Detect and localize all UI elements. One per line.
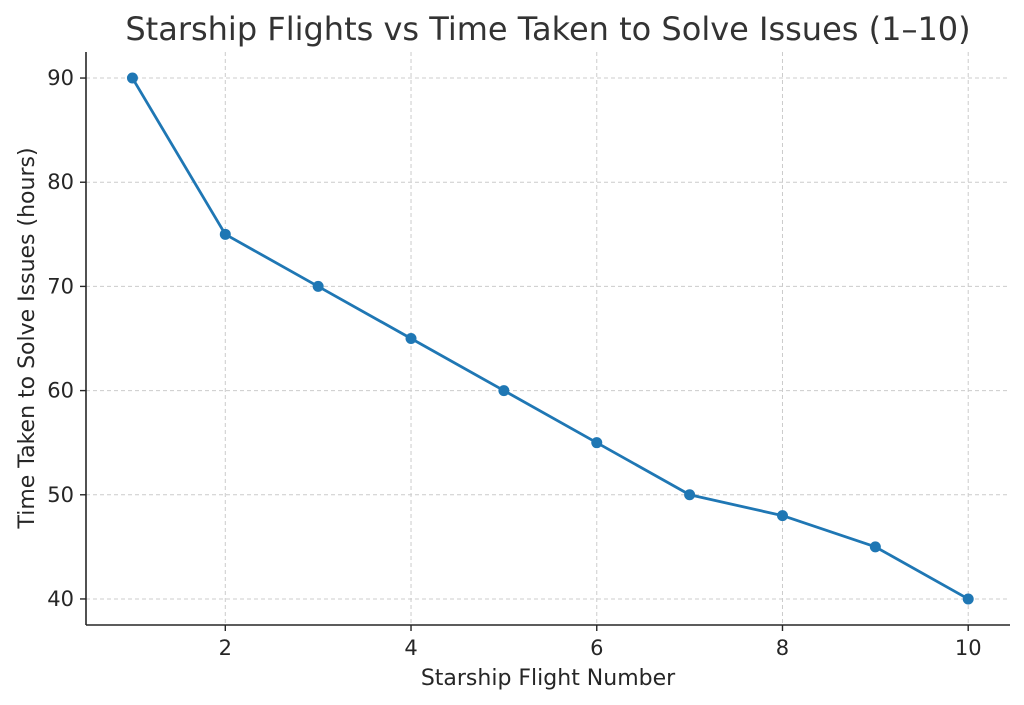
y-tick-label: 80 xyxy=(47,170,74,194)
y-tick-label: 60 xyxy=(47,379,74,403)
data-point xyxy=(126,72,138,84)
axes xyxy=(85,52,1010,626)
x-tick-label: 2 xyxy=(219,636,232,660)
data-point xyxy=(405,333,417,344)
data-point xyxy=(776,510,788,522)
chart-title: Starship Flights vs Time Taken to Solve … xyxy=(125,10,970,48)
ticks: 2 4 6 8 10 40 50 60 70 80 90 xyxy=(47,66,981,660)
data-point xyxy=(498,385,510,397)
data-point xyxy=(312,280,324,292)
series-line xyxy=(131,77,969,601)
y-tick-label: 70 xyxy=(47,274,74,298)
x-axis-label: Starship Flight Number xyxy=(421,666,676,691)
x-tick-label: 8 xyxy=(776,636,789,660)
x-tick-label: 4 xyxy=(404,636,417,660)
data-point xyxy=(962,593,974,605)
series xyxy=(126,72,974,605)
data-point xyxy=(219,228,231,240)
grid xyxy=(86,52,1010,625)
x-tick-label: 6 xyxy=(590,636,603,660)
y-axis-label: Time Taken to Solve Issues (hours) xyxy=(15,147,40,529)
y-tick-label: 40 xyxy=(47,587,74,611)
y-tick-label: 90 xyxy=(47,66,74,90)
y-tick-label: 50 xyxy=(47,483,74,507)
data-point xyxy=(684,489,696,501)
data-point xyxy=(869,541,881,553)
data-point xyxy=(591,437,603,449)
x-tick-label: 10 xyxy=(955,636,982,660)
